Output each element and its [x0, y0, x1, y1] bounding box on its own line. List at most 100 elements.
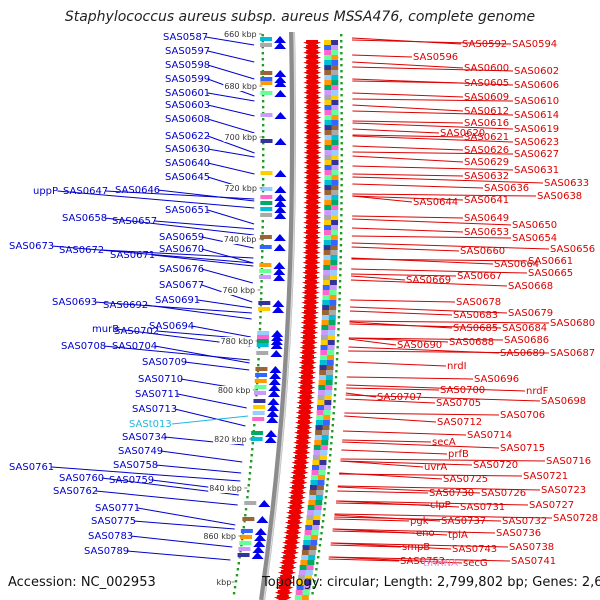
scale-dot: [332, 418, 335, 421]
reverse-gene-label: SAS0633: [544, 178, 589, 189]
feature-block: [324, 120, 332, 125]
reverse-gene-arrow: [303, 155, 322, 162]
reverse-gene-connector: [352, 183, 484, 189]
reverse-gene-arrow: [299, 345, 318, 352]
reverse-gene-connector: [349, 323, 502, 329]
reverse-gene-connector: [351, 227, 464, 233]
feature-block: [257, 331, 270, 335]
scale-tick-label: 820 kbp: [214, 435, 247, 444]
reverse-gene-label: SAS0736: [496, 528, 541, 539]
reverse-gene-arrow: [303, 165, 322, 172]
reverse-gene-label: SAS0712: [437, 417, 482, 428]
feature-block: [324, 80, 332, 85]
scale-dot: [261, 190, 265, 193]
feature-block: [323, 415, 331, 420]
feature-block: [240, 535, 253, 539]
feature-block: [312, 525, 320, 530]
scale-tick-label: 740 kbp: [224, 235, 257, 244]
feature-block: [321, 310, 329, 315]
feature-block: [297, 580, 305, 585]
reverse-gene-arrow: [303, 140, 322, 147]
reverse-gene-connector: [350, 279, 508, 287]
reverse-gene-connector: [348, 338, 397, 346]
feature-block: [331, 140, 339, 145]
feature-block: [259, 263, 272, 267]
feature-block: [331, 85, 339, 90]
scale-dot: [261, 34, 264, 37]
feature-block: [301, 555, 309, 560]
feature-block: [324, 175, 332, 180]
forward-gene-arrow: [274, 138, 287, 145]
reverse-gene-label: SAS0705: [436, 398, 481, 409]
feature-block: [312, 520, 320, 525]
reverse-gene-label: SAS0612: [464, 106, 509, 117]
feature-block: [242, 517, 255, 521]
scale-dot: [337, 334, 340, 337]
reverse-gene-arrow: [296, 395, 315, 402]
scale-dot: [324, 502, 327, 505]
feature-block: [253, 405, 266, 409]
feature-block: [329, 280, 337, 285]
feature-block: [324, 65, 332, 70]
reverse-gene-label: SAS0727: [529, 500, 574, 511]
feature-block: [302, 545, 310, 550]
forward-gene-arrow: [270, 338, 283, 345]
scale-dot: [340, 88, 343, 91]
forward-gene-label: SAS0659: [159, 232, 204, 243]
feature-block: [312, 460, 320, 465]
reverse-gene-label: SAS0653: [464, 227, 509, 238]
scale-dot: [260, 292, 263, 295]
reverse-gene-label: SAS0602: [514, 66, 559, 77]
reverse-gene-arrow: [283, 530, 302, 537]
scale-dot: [318, 544, 322, 547]
forward-gene-arrow: [270, 350, 283, 357]
feature-block: [324, 155, 332, 160]
feature-block: [310, 475, 318, 480]
scale-dot: [246, 496, 249, 499]
scale-dot: [325, 490, 328, 493]
forward-gene-connector: [51, 245, 254, 264]
feature-block: [317, 480, 325, 485]
forward-gene-connector: [51, 466, 241, 482]
forward-gene-label: SAS0598: [165, 60, 210, 71]
scale-dot: [340, 64, 343, 67]
feature-block: [324, 90, 332, 95]
scale-dot: [261, 58, 265, 61]
feature-block: [324, 170, 332, 175]
reverse-gene-label: SAS0686: [504, 335, 549, 346]
reverse-gene-label: SAS0629: [464, 157, 509, 168]
scale-dot: [340, 178, 343, 181]
reverse-gene-arrow: [301, 295, 320, 302]
scale-dot: [250, 454, 253, 457]
forward-gene-label: SAS0694: [149, 321, 194, 332]
feature-block: [260, 77, 273, 81]
scale-dot: [340, 76, 343, 79]
scale-dot: [329, 448, 332, 451]
feature-block: [323, 250, 331, 255]
reverse-gene-connector: [336, 500, 460, 508]
feature-block: [328, 310, 336, 315]
forward-gene-connector: [130, 535, 233, 548]
reverse-gene-connector: [352, 165, 514, 171]
scale-tick-label: 780 kbp: [221, 337, 254, 346]
feature-block: [259, 235, 272, 239]
forward-gene-label: SAS0646: [115, 185, 160, 196]
feature-block: [324, 70, 332, 75]
reverse-gene-arrow: [303, 50, 322, 57]
feature-block: [296, 585, 304, 590]
feature-block: [331, 195, 339, 200]
scale-dot: [262, 124, 265, 127]
reverse-gene-connector: [332, 528, 448, 536]
reverse-gene-connector: [352, 218, 512, 226]
feature-block: [320, 445, 328, 450]
feature-block: [320, 345, 328, 350]
reverse-gene-arrow: [286, 510, 305, 517]
reverse-gene-connector: [332, 528, 496, 534]
reverse-gene-arrow: [285, 515, 304, 522]
feature-block: [325, 380, 333, 385]
reverse-gene-arrow: [290, 470, 309, 477]
reverse-gene-label: SAS0698: [541, 396, 586, 407]
feature-block: [325, 375, 333, 380]
scale-dot: [316, 556, 320, 559]
scale-tick-label: 860 kbp: [203, 532, 236, 541]
